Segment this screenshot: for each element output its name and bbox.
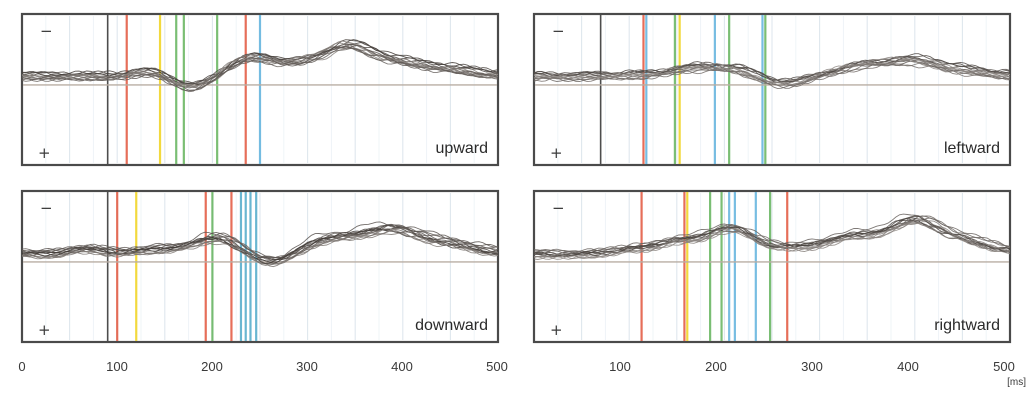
positive-polarity-label: + [550,321,563,339]
negative-polarity-label: − [552,199,565,217]
condition-label: downward [415,317,488,334]
erp-trace [21,227,499,264]
x-tick-label: 0 [18,359,25,374]
erp-trace [21,46,499,92]
erp-trace [533,219,1011,259]
panel-leftward: − + leftward [532,12,1012,167]
x-tick-label: 400 [391,359,413,374]
x-tick-label: 200 [705,359,727,374]
x-axis-left: 0 100 200 300 400 500 [18,359,507,374]
condition-label: upward [436,140,488,157]
x-tick-label: 300 [296,359,318,374]
x-tick-label: 500 [993,359,1015,374]
x-axis-unit: [ms] [1007,377,1026,388]
condition-label: rightward [934,317,1000,334]
panel-rightward: − + rightward [532,189,1012,344]
erp-trace [21,44,499,93]
erp-trace [21,39,499,85]
erp-trace [21,224,499,265]
erp-trace [533,215,1011,255]
erp-trace [21,223,499,260]
erp-trace [533,215,1011,257]
positive-polarity-label: + [550,144,563,162]
erp-trace [21,42,499,88]
x-axis-right: 100 200 300 400 500 [ms] [609,359,1026,388]
negative-polarity-label: − [40,22,53,40]
x-tick-label: 500 [486,359,508,374]
erp-trace [533,56,1011,86]
positive-polarity-label: + [38,321,51,339]
erp-trace [533,221,1011,260]
positive-polarity-label: + [38,144,51,162]
negative-polarity-label: − [552,22,565,40]
panel-downward: − + downward [20,189,500,344]
erp-trace [21,228,499,268]
erp-trace [533,213,1011,255]
x-tick-label: 200 [201,359,223,374]
x-tick-label: 100 [106,359,128,374]
erp-trace [533,57,1011,84]
condition-label: leftward [944,140,1000,157]
erp-trace [533,59,1011,90]
x-tick-label: 400 [897,359,919,374]
erp-trace [533,55,1011,84]
erp-trace [21,221,499,259]
x-tick-label: 300 [801,359,823,374]
x-tick-label: 100 [609,359,631,374]
negative-polarity-label: − [40,199,53,217]
erp-trace [21,227,499,266]
panel-upward: − + upward [20,12,500,167]
erp-trace [533,221,1011,260]
erp-trace [533,215,1011,255]
